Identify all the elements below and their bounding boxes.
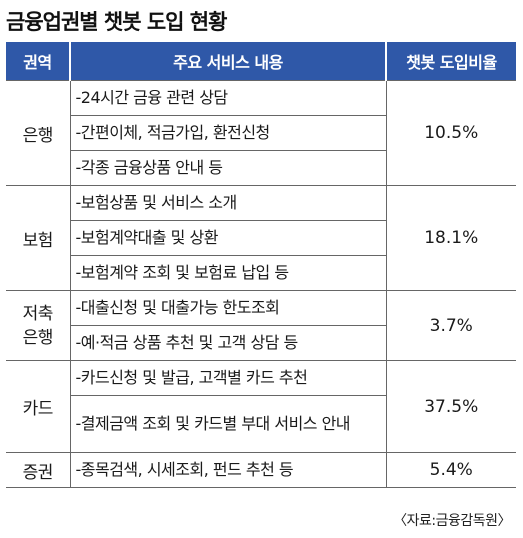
header-sector: 권역 [6,42,70,81]
service-item: -간편이체, 적금가입, 환전신청 [70,115,386,151]
header-services: 주요 서비스 내용 [69,42,386,81]
table-row: -결제금액 조회 및 카드별 부대 서비스 안내 [6,395,516,453]
table-row: 은행 -24시간 금융 관련 상담 10.5% [6,80,516,186]
sector-name: 카드 [6,360,71,453]
sector-name: 저축 은행 [6,290,71,361]
table-row: 보험 -보험상품 및 서비스 소개 18.1% [6,185,516,291]
chatbot-adoption-table: 권역 주요 서비스 내용 챗봇 도입비율 은행 -24시간 금융 관련 상담 1… [6,42,516,488]
table-row: 증권 -종목검색, 시세조회, 펀드 추천 등 5.4% [6,452,516,488]
table-header-row: 권역 주요 서비스 내용 챗봇 도입비율 [6,42,516,81]
service-item: -보험계약대출 및 상환 [70,220,386,256]
service-item: -카드신청 및 발급, 고객별 카드 추천 [70,360,386,396]
sector-name: 증권 [6,452,71,488]
table-row: -보험계약 조회 및 보험료 납입 등 [6,255,516,291]
adoption-rate: 5.4% [385,452,516,488]
sector-name: 은행 [6,80,71,186]
service-item: -예·적금 상품 추천 및 고객 상담 등 [70,325,386,361]
table-row: -예·적금 상품 추천 및 고객 상담 등 [6,325,516,361]
adoption-rate: 3.7% [385,290,516,361]
table-row: 카드 -카드신청 및 발급, 고객별 카드 추천 37.5% [6,360,516,453]
service-item: -24시간 금융 관련 상담 [70,80,386,116]
table-row: -보험계약대출 및 상환 [6,220,516,256]
page-title: 금융업권별 챗봇 도입 현황 [6,10,227,34]
service-item: -각종 금융상품 안내 등 [70,150,386,186]
sector-name: 보험 [6,185,71,291]
adoption-rate: 10.5% [385,80,516,186]
adoption-rate: 37.5% [385,360,516,453]
table-row: 저축 은행 -대출신청 및 대출가능 한도조회 3.7% [6,290,516,361]
service-item: -보험계약 조회 및 보험료 납입 등 [70,255,386,291]
service-item: -보험상품 및 서비스 소개 [70,185,386,221]
service-item: -결제금액 조회 및 카드별 부대 서비스 안내 [70,395,386,453]
adoption-rate: 18.1% [385,185,516,291]
header-rate: 챗봇 도입비율 [385,42,516,81]
table-row: -각종 금융상품 안내 등 [6,150,516,186]
service-item: -대출신청 및 대출가능 한도조회 [70,290,386,326]
service-item: -종목검색, 시세조회, 펀드 추천 등 [70,452,386,488]
source-note: 〈자료:금융감독원〉 [393,513,511,529]
table-row: -간편이체, 적금가입, 환전신청 [6,115,516,151]
